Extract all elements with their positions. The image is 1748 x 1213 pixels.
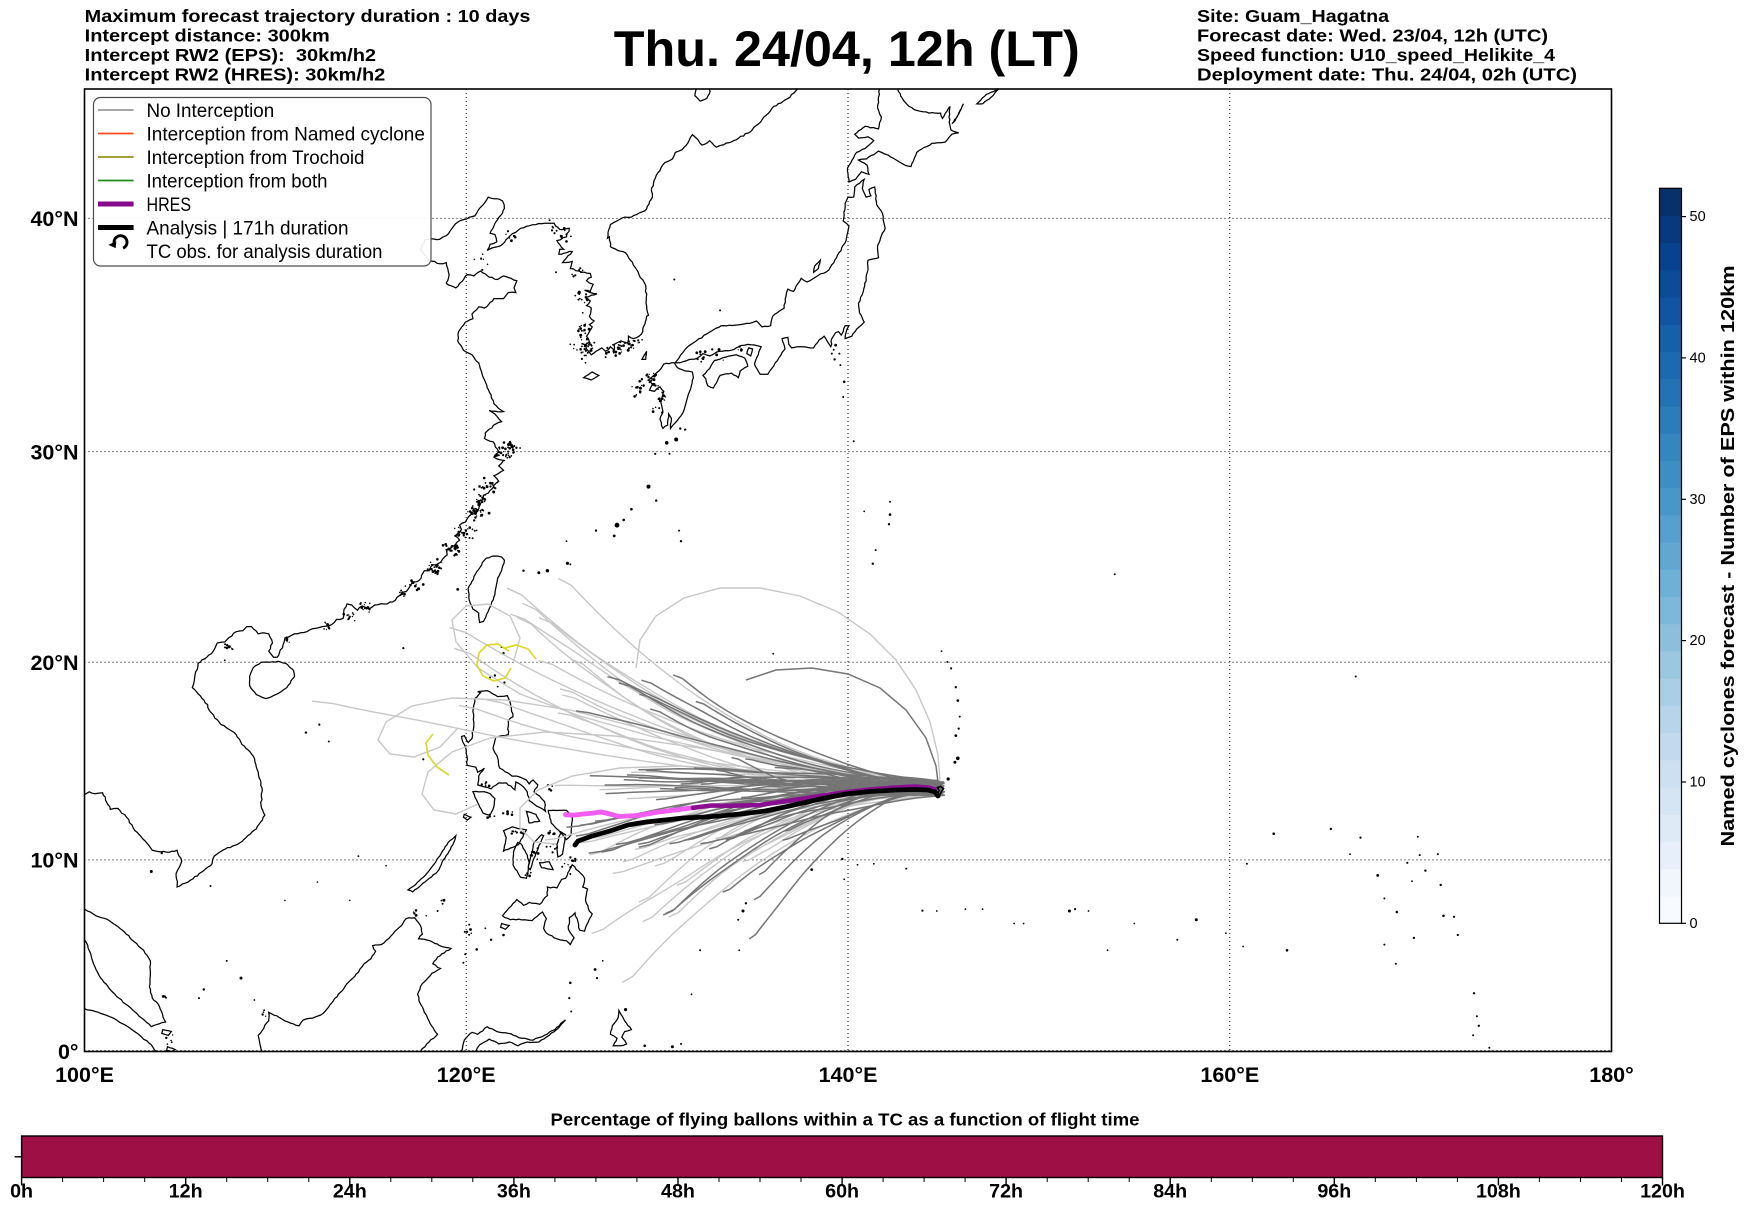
- svg-text:Intercept RW2 (HRES): 30km/h2: Intercept RW2 (HRES): 30km/h2: [85, 65, 386, 85]
- svg-text:10°N: 10°N: [30, 849, 78, 873]
- svg-text:TC obs. for analysis duration: TC obs. for analysis duration: [147, 241, 383, 263]
- svg-text:0: 0: [1690, 916, 1698, 932]
- svg-text:0h: 0h: [10, 1181, 33, 1203]
- svg-text:96h: 96h: [1317, 1181, 1351, 1203]
- svg-text:72h: 72h: [989, 1181, 1023, 1203]
- svg-text:30: 30: [1690, 492, 1706, 508]
- svg-text:Site: Guam_Hagatna: Site: Guam_Hagatna: [1197, 6, 1389, 26]
- svg-text:Speed function: U10_speed_Heli: Speed function: U10_speed_Helikite_4: [1197, 45, 1555, 65]
- svg-text:Thu. 24/04, 12h (LT): Thu. 24/04, 12h (LT): [614, 21, 1080, 77]
- svg-text:10: 10: [1690, 775, 1706, 791]
- svg-text:Interception from Trochoid: Interception from Trochoid: [147, 147, 365, 169]
- svg-text:30°N: 30°N: [30, 440, 78, 464]
- svg-text:Interception from both: Interception from both: [147, 171, 328, 193]
- svg-text:Intercept RW2 (EPS): 30km/h2: Intercept RW2 (EPS): 30km/h2: [85, 45, 376, 65]
- svg-text:Analysis | 171h duration: Analysis | 171h duration: [147, 218, 349, 240]
- svg-text:12h: 12h: [169, 1181, 203, 1203]
- svg-text:No Interception: No Interception: [147, 100, 275, 122]
- svg-text:84h: 84h: [1153, 1181, 1187, 1203]
- svg-text:40: 40: [1690, 350, 1706, 366]
- svg-text:50: 50: [1690, 209, 1706, 225]
- svg-text:108h: 108h: [1476, 1181, 1521, 1203]
- svg-text:Intercept distance: 300km: Intercept distance: 300km: [85, 26, 330, 46]
- svg-text:180°: 180°: [1589, 1063, 1633, 1087]
- svg-text:20°N: 20°N: [30, 651, 78, 675]
- svg-text:Deployment date: Thu. 24/04, 0: Deployment date: Thu. 24/04, 02h (UTC): [1197, 65, 1577, 85]
- svg-text:Maximum forecast trajectory du: Maximum forecast trajectory duration : 1…: [85, 6, 531, 26]
- svg-text:60h: 60h: [825, 1181, 859, 1203]
- svg-text:Interception from Named cyclon: Interception from Named cyclone: [147, 124, 425, 146]
- svg-text:20: 20: [1690, 633, 1706, 649]
- svg-text:24h: 24h: [333, 1181, 367, 1203]
- svg-text:100°E: 100°E: [55, 1063, 114, 1087]
- svg-text:40°N: 40°N: [30, 207, 78, 231]
- svg-text:Percentage of flying ballons w: Percentage of flying ballons within a TC…: [551, 1110, 1140, 1130]
- svg-text:Named cyclones forecast - Numb: Named cyclones forecast - Number of EPS …: [1717, 266, 1738, 847]
- svg-text:0°: 0°: [58, 1040, 79, 1064]
- svg-text:HRES: HRES: [147, 194, 192, 216]
- svg-text:36h: 36h: [497, 1181, 531, 1203]
- svg-text:120°E: 120°E: [437, 1063, 496, 1087]
- svg-text:Forecast date: Wed. 23/04, 12h: Forecast date: Wed. 23/04, 12h (UTC): [1197, 26, 1548, 46]
- svg-text:48h: 48h: [661, 1181, 695, 1203]
- svg-text:160°E: 160°E: [1200, 1063, 1259, 1087]
- svg-text:140°E: 140°E: [819, 1063, 878, 1087]
- svg-text:120h: 120h: [1640, 1181, 1685, 1203]
